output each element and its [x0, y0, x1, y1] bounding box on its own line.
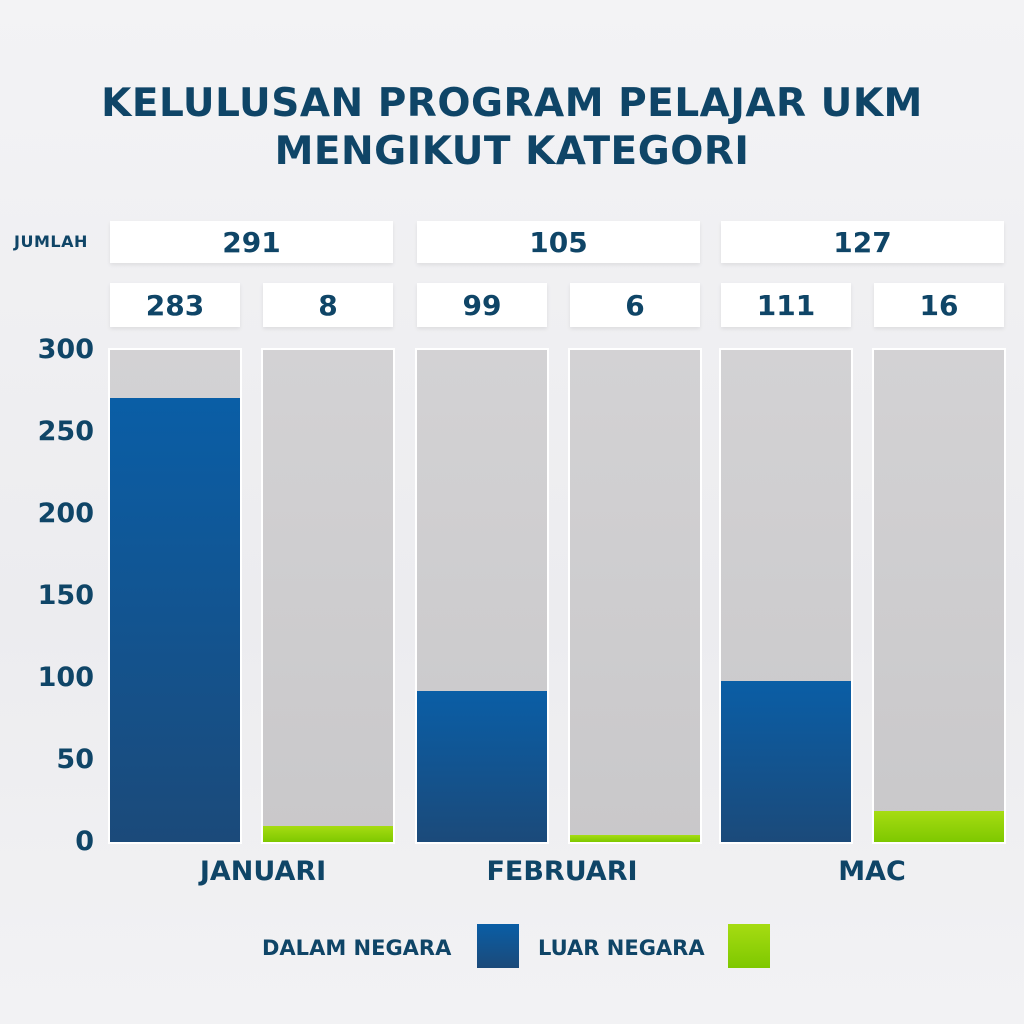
y-tick-label: 50	[56, 744, 94, 775]
bar-value-label: 6	[570, 283, 700, 327]
bar-track	[721, 350, 851, 842]
bar-value-label: 111	[721, 283, 851, 327]
total-value-label: 105	[417, 221, 700, 263]
totals-label: JUMLAH	[14, 232, 88, 251]
legend-swatch-luar-negara	[728, 924, 770, 968]
bar	[263, 825, 393, 842]
bar	[110, 397, 240, 842]
bar-value-label: 283	[110, 283, 240, 327]
bar	[570, 835, 700, 842]
bar-track	[874, 350, 1004, 842]
chart-title: KELULUSAN PROGRAM PELAJAR UKM MENGIKUT K…	[0, 80, 1024, 176]
bar-value-label: 8	[263, 283, 393, 327]
x-category-label: MAC	[838, 856, 906, 887]
bar-track	[110, 350, 240, 842]
y-tick-label: 150	[37, 580, 94, 611]
legend-label-luar-negara: LUAR NEGARA	[538, 936, 705, 960]
bar-track	[417, 350, 547, 842]
legend-label-dalam-negara: DALAM NEGARA	[262, 936, 452, 960]
chart-title-line-1: KELULUSAN PROGRAM PELAJAR UKM	[101, 81, 923, 126]
total-value-label: 127	[721, 221, 1004, 263]
bar	[874, 810, 1004, 842]
bar-track	[263, 350, 393, 842]
chart-title-line-2: MENGIKUT KATEGORI	[274, 129, 750, 174]
bar	[721, 681, 851, 842]
x-category-label: FEBRUARI	[486, 856, 638, 887]
total-value-label: 291	[110, 221, 393, 263]
y-tick-label: 100	[37, 662, 94, 693]
bar	[417, 691, 547, 842]
x-category-label: JANUARI	[199, 856, 327, 887]
y-tick-label: 200	[37, 498, 94, 529]
bar-value-label: 16	[874, 283, 1004, 327]
bar-value-label: 99	[417, 283, 547, 327]
y-tick-label: 250	[37, 416, 94, 447]
y-tick-label: 300	[37, 334, 94, 365]
y-tick-label: 0	[75, 826, 94, 857]
bar-track	[570, 350, 700, 842]
legend-swatch-dalam-negara	[477, 924, 519, 968]
